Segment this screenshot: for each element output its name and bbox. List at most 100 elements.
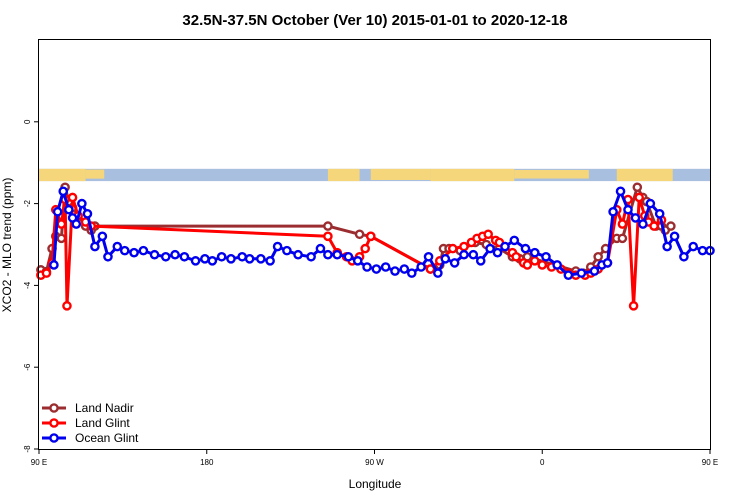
- data-point: [365, 231, 376, 242]
- data-point: [49, 260, 59, 270]
- data-point: [256, 254, 266, 264]
- legend-label: Land Glint: [75, 416, 130, 430]
- data-point: [459, 241, 469, 252]
- data-point: [332, 249, 343, 260]
- data-point: [617, 219, 628, 229]
- data-point: [160, 251, 171, 262]
- data-point: [265, 256, 275, 266]
- series-land-glint: [36, 192, 667, 311]
- data-point: [170, 249, 180, 260]
- series-layer: [36, 182, 715, 311]
- land-band-segment: [327, 168, 360, 182]
- data-point: [666, 221, 676, 231]
- data-point: [244, 254, 255, 264]
- data-point: [82, 209, 93, 219]
- data-point: [654, 209, 665, 219]
- data-point: [662, 241, 672, 252]
- data-point: [67, 192, 78, 203]
- data-point: [649, 221, 659, 231]
- data-point: [563, 270, 574, 280]
- data-point: [416, 262, 426, 272]
- data-point: [149, 249, 160, 260]
- data-point: [688, 241, 699, 252]
- data-point: [315, 243, 326, 254]
- data-point: [179, 251, 190, 262]
- legend-label: Land Nadir: [75, 401, 134, 415]
- data-point: [440, 254, 451, 264]
- y-tick-label: -6: [23, 363, 32, 371]
- data-point: [447, 243, 458, 254]
- x-tick-label: 90 E: [31, 458, 47, 467]
- data-point: [97, 231, 108, 242]
- data-point: [58, 186, 69, 197]
- data-point: [529, 256, 540, 266]
- data-point: [406, 268, 417, 278]
- y-tick-label: 0: [23, 119, 32, 124]
- data-point: [520, 243, 531, 254]
- data-point: [632, 182, 643, 193]
- series-line: [40, 196, 663, 308]
- land-mask-band: [39, 168, 710, 182]
- data-point: [537, 260, 548, 270]
- x-tick-label: 0: [540, 458, 545, 467]
- data-point: [362, 262, 372, 272]
- data-point: [323, 221, 333, 231]
- data-point: [129, 247, 139, 258]
- data-point: [200, 254, 210, 264]
- data-point: [293, 249, 303, 260]
- data-point: [352, 256, 363, 266]
- data-point: [119, 245, 130, 256]
- data-point: [541, 251, 551, 262]
- data-point: [459, 249, 469, 260]
- data-point: [360, 243, 370, 254]
- land-band-segment: [85, 169, 105, 179]
- data-point: [485, 243, 495, 254]
- chart-title: 32.5N-37.5N October (Ver 10) 2015-01-01 …: [182, 12, 567, 29]
- x-axis: 90 E 180 90 W 0 90 E: [31, 449, 718, 467]
- data-point: [282, 245, 292, 256]
- data-point: [103, 251, 113, 262]
- series-ocean-glint: [49, 186, 715, 280]
- legend-swatch-marker: [49, 433, 59, 443]
- data-point: [645, 198, 656, 209]
- data-point: [511, 251, 521, 262]
- data-point: [492, 247, 503, 258]
- data-point: [623, 204, 633, 215]
- legend-item: Ocean Glint: [42, 431, 139, 445]
- data-point: [399, 264, 410, 274]
- data-point: [216, 251, 227, 262]
- data-point: [628, 301, 639, 311]
- data-point: [634, 192, 644, 203]
- data-point: [475, 256, 486, 266]
- data-point: [323, 249, 333, 260]
- x-axis-label: Longitude: [349, 477, 402, 491]
- y-axis: 0 -2 -4 -6 -8: [23, 119, 39, 453]
- data-point: [593, 251, 603, 262]
- data-point: [207, 256, 218, 266]
- data-point: [468, 249, 479, 260]
- land-band-segment: [39, 168, 86, 182]
- x-tick-label: 90 W: [365, 458, 384, 467]
- data-point: [272, 241, 283, 252]
- data-point: [617, 233, 628, 244]
- y-tick-label: -2: [23, 199, 32, 207]
- land-band-segment: [514, 169, 589, 179]
- data-point: [41, 268, 52, 278]
- data-point: [679, 251, 689, 262]
- legend-swatch-marker: [49, 403, 59, 413]
- data-point: [237, 251, 247, 262]
- data-point: [56, 219, 67, 229]
- data-point: [354, 229, 365, 240]
- data-point: [62, 301, 72, 311]
- y-tick-label: -8: [23, 445, 32, 453]
- legend-label: Ocean Glint: [75, 431, 139, 445]
- data-point: [522, 260, 533, 270]
- y-axis-label: XCO2 - MLO trend (ppm): [0, 178, 14, 313]
- data-point: [529, 247, 540, 258]
- data-point: [77, 198, 87, 209]
- data-point: [306, 251, 316, 262]
- data-point: [615, 186, 626, 197]
- data-point: [638, 219, 648, 229]
- data-point: [380, 262, 391, 272]
